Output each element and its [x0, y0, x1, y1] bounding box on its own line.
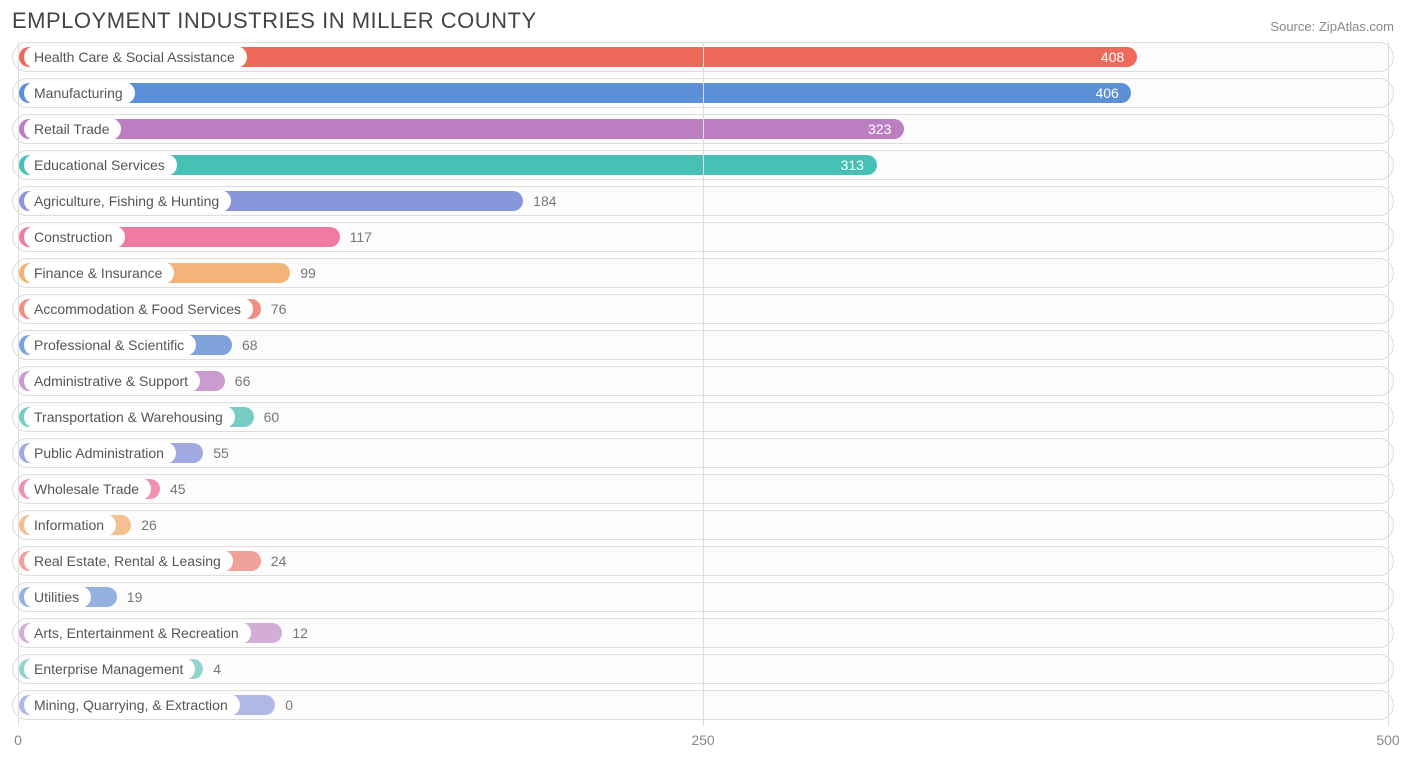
value-label: 68 — [242, 331, 258, 359]
value-label: 24 — [271, 547, 287, 575]
value-label: 0 — [285, 691, 293, 719]
value-label: 12 — [292, 619, 308, 647]
bar-row: Information 26 — [12, 510, 1394, 540]
bar-row: Finance & Insurance 99 — [12, 258, 1394, 288]
bars-container: Health Care & Social Assistance 408 Manufa… — [12, 42, 1394, 720]
value-label: 4 — [213, 655, 221, 683]
value-label: 117 — [350, 223, 372, 251]
category-pill: Administrative & Support — [24, 370, 200, 392]
bar-row: Arts, Entertainment & Recreation 12 — [12, 618, 1394, 648]
category-pill: Arts, Entertainment & Recreation — [24, 622, 251, 644]
source-label: Source: — [1270, 19, 1315, 34]
category-pill: Transportation & Warehousing — [24, 406, 235, 428]
chart-source: Source: ZipAtlas.com — [1270, 19, 1394, 34]
axis-tick-label: 500 — [1376, 732, 1399, 748]
category-pill: Utilities — [24, 586, 91, 608]
chart-header: EMPLOYMENT INDUSTRIES IN MILLER COUNTY S… — [12, 8, 1394, 34]
category-pill: Information — [24, 514, 116, 536]
category-pill: Finance & Insurance — [24, 262, 174, 284]
bar-row: Retail Trade 323 — [12, 114, 1394, 144]
category-pill: Health Care & Social Assistance — [24, 46, 247, 68]
bar-row: Mining, Quarrying, & Extraction 0 — [12, 690, 1394, 720]
category-pill: Real Estate, Rental & Leasing — [24, 550, 233, 572]
value-label: 408 — [1101, 43, 1124, 71]
value-label: 19 — [127, 583, 143, 611]
bar-row: Wholesale Trade 45 — [12, 474, 1394, 504]
bar-row: Enterprise Management 4 — [12, 654, 1394, 684]
bar-row: Health Care & Social Assistance 408 — [12, 42, 1394, 72]
value-label: 76 — [271, 295, 287, 323]
value-label: 45 — [170, 475, 186, 503]
bar-fill — [19, 83, 1131, 103]
bar-row: Educational Services 313 — [12, 150, 1394, 180]
category-pill: Wholesale Trade — [24, 478, 151, 500]
axis-tick-label: 250 — [691, 732, 714, 748]
axis-tick-label: 0 — [14, 732, 22, 748]
bar-fill — [19, 119, 904, 139]
category-pill: Educational Services — [24, 154, 177, 176]
bar-row: Real Estate, Rental & Leasing 24 — [12, 546, 1394, 576]
category-pill: Accommodation & Food Services — [24, 298, 253, 320]
source-value: ZipAtlas.com — [1319, 19, 1394, 34]
bar-row: Construction 117 — [12, 222, 1394, 252]
category-pill: Construction — [24, 226, 125, 248]
category-pill: Agriculture, Fishing & Hunting — [24, 190, 231, 212]
value-label: 26 — [141, 511, 157, 539]
value-label: 60 — [264, 403, 280, 431]
bar-row: Administrative & Support 66 — [12, 366, 1394, 396]
bar-row: Professional & Scientific 68 — [12, 330, 1394, 360]
category-pill: Retail Trade — [24, 118, 121, 140]
category-pill: Mining, Quarrying, & Extraction — [24, 694, 240, 716]
value-label: 184 — [533, 187, 556, 215]
bar-row: Agriculture, Fishing & Hunting 184 — [12, 186, 1394, 216]
chart-title: EMPLOYMENT INDUSTRIES IN MILLER COUNTY — [12, 8, 537, 34]
bar-row: Accommodation & Food Services 76 — [12, 294, 1394, 324]
bar-row: Public Administration 55 — [12, 438, 1394, 468]
bar-row: Utilities 19 — [12, 582, 1394, 612]
bar-row: Transportation & Warehousing 60 — [12, 402, 1394, 432]
category-pill: Enterprise Management — [24, 658, 195, 680]
category-pill: Public Administration — [24, 442, 176, 464]
value-label: 406 — [1095, 79, 1118, 107]
x-axis: 0250500 — [12, 730, 1394, 750]
value-label: 323 — [868, 115, 891, 143]
category-pill: Professional & Scientific — [24, 334, 196, 356]
chart-area: Health Care & Social Assistance 408 Manufa… — [12, 42, 1394, 750]
value-label: 55 — [213, 439, 229, 467]
bar-row: Manufacturing 406 — [12, 78, 1394, 108]
value-label: 313 — [841, 151, 864, 179]
category-pill: Manufacturing — [24, 82, 135, 104]
value-label: 99 — [300, 259, 316, 287]
value-label: 66 — [235, 367, 251, 395]
